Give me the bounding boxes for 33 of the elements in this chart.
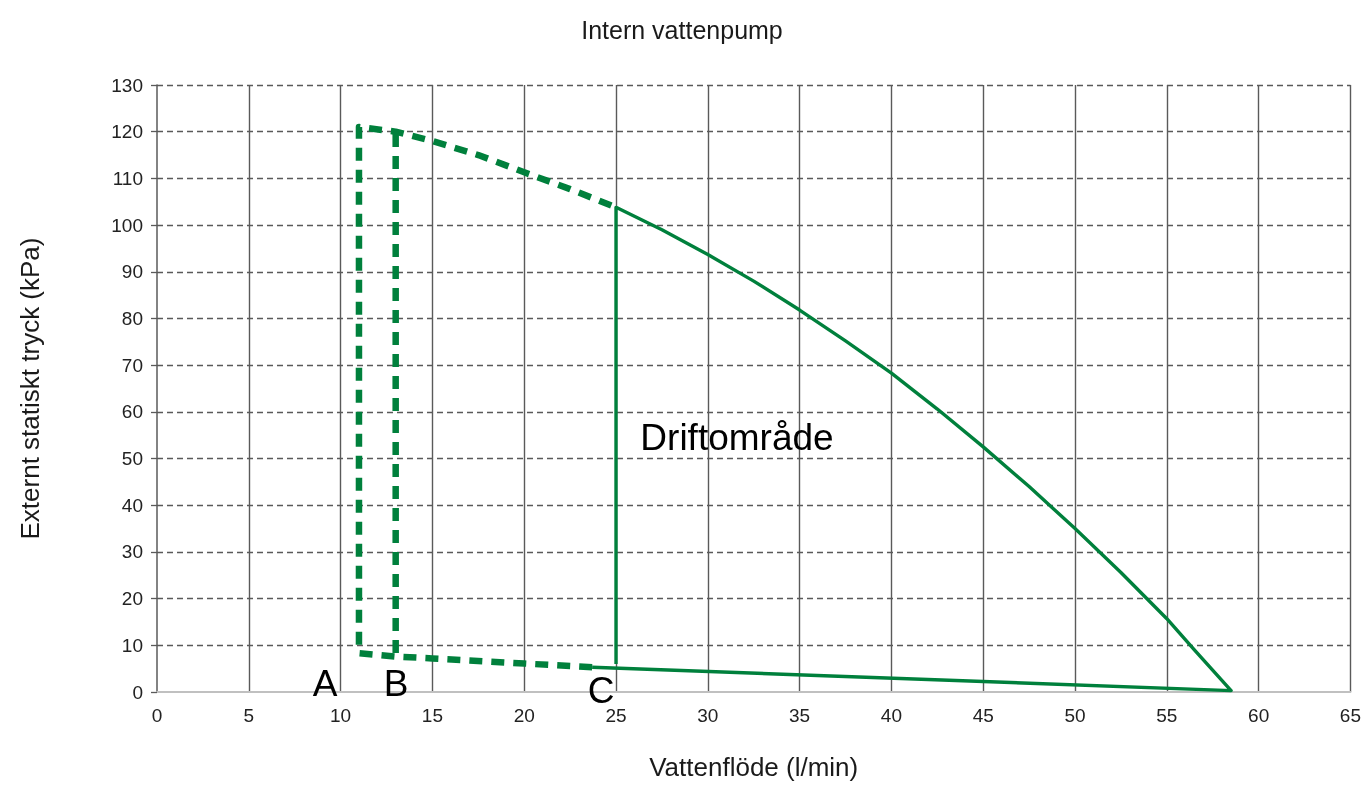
y-tick-label: 100 (111, 214, 143, 236)
x-tick-label: 5 (243, 705, 255, 726)
y-tick-label: 0 (132, 681, 143, 703)
chart-title: Intern vattenpump (581, 15, 783, 44)
y-tick-label: 40 (121, 494, 143, 516)
y-tick-label: 50 (121, 448, 143, 470)
x-tick-label: 30 (697, 705, 719, 726)
x-tick-label: 20 (513, 705, 535, 726)
y-tick-label: 130 (111, 74, 143, 96)
x-tick-label: 40 (880, 705, 902, 726)
x-tick-label: 65 (1339, 705, 1361, 726)
annotation: B (383, 662, 409, 704)
y-tick-label: 20 (121, 588, 143, 610)
x-tick-label: 35 (789, 705, 811, 726)
x-tick-label: 60 (1248, 705, 1270, 726)
annotation: A (312, 662, 338, 704)
x-tick-label: 25 (605, 705, 627, 726)
x-tick-label: 55 (1156, 705, 1178, 726)
x-tick-label: 50 (1064, 705, 1086, 726)
y-tick-label: 120 (111, 121, 143, 143)
x-tick-label: 10 (330, 705, 352, 726)
x-tick-label: 0 (151, 705, 163, 726)
y-tick-label: 10 (121, 634, 143, 656)
y-tick-label: 60 (121, 401, 143, 423)
y-tick-label: 90 (121, 261, 143, 283)
x-tick-label: 45 (972, 705, 994, 726)
y-axis-title: Externt statiskt tryck (kPa) (15, 237, 45, 540)
y-tick-label: 80 (121, 307, 143, 329)
x-tick-label: 15 (421, 705, 443, 726)
x-axis-title: Vattenflöde (l/min) (649, 752, 859, 782)
y-tick-label: 70 (121, 354, 143, 376)
y-tick-label: 30 (121, 541, 143, 563)
y-tick-label: 110 (112, 167, 143, 189)
